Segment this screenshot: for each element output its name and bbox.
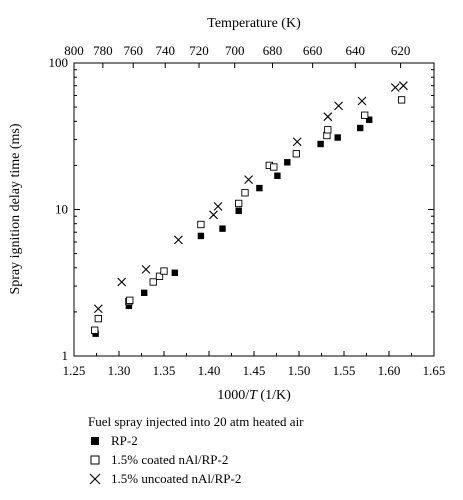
top-tick-label: 620 — [391, 43, 411, 58]
x-tick-label: 1.65 — [423, 363, 446, 378]
point-uncoated — [93, 304, 103, 314]
point-coated — [160, 267, 168, 275]
top-tick-label: 760 — [123, 43, 143, 58]
point-coated — [149, 278, 157, 286]
point-coated — [324, 126, 332, 134]
point-uncoated — [292, 137, 302, 147]
point-uncoated — [399, 81, 408, 91]
point-uncoated — [209, 210, 218, 220]
data-points — [91, 81, 408, 337]
point-rp2 — [366, 116, 373, 123]
point-uncoated — [323, 112, 333, 122]
point-coated — [241, 189, 249, 197]
point-coated — [91, 326, 99, 334]
x-axis-title-part-1: 1000/ — [217, 388, 249, 403]
point-coated — [292, 150, 300, 158]
plot-frame — [73, 62, 435, 357]
point-uncoated — [213, 202, 223, 211]
x-tick-label: 1.35 — [153, 363, 176, 378]
x-tick-label: 1.40 — [198, 363, 221, 378]
point-rp2 — [274, 172, 281, 179]
point-rp2 — [171, 269, 178, 276]
top-tick-label: 640 — [346, 43, 366, 58]
point-rp2 — [141, 289, 148, 297]
point-uncoated — [117, 277, 127, 287]
legend-label-rp2: RP-2 — [111, 433, 138, 448]
top-tick-label: 740 — [155, 43, 175, 58]
x-tick-label: 1.30 — [108, 363, 131, 378]
point-rp2 — [219, 225, 226, 232]
y-axis-ticks: 1 10 100 — [49, 55, 434, 363]
point-coated — [126, 296, 134, 304]
filled-square-icon — [91, 436, 99, 445]
x-tick-label: 1.50 — [288, 363, 311, 378]
top-tick-label: 720 — [189, 43, 209, 58]
point-coated — [94, 314, 102, 323]
point-uncoated — [357, 96, 367, 106]
point-rp2 — [235, 207, 242, 214]
point-uncoated — [174, 235, 183, 245]
point-uncoated — [244, 175, 253, 184]
x-axis-title-part-3: (1/K) — [257, 388, 291, 403]
x-axis-title: 1000/T (1/K) — [217, 388, 291, 403]
point-coated — [155, 272, 164, 280]
top-tick-label: 780 — [93, 43, 113, 58]
legend-label-coated: 1.5% coated nAl/RP-2 — [111, 452, 229, 467]
point-rp2 — [256, 184, 263, 192]
top-axis-ticks: 800 780 760 740 720 700 680 660 640 620 — [64, 43, 410, 68]
y-axis-title: Spray ignition delay time (ms) — [8, 123, 23, 294]
top-tick-label: 680 — [263, 43, 283, 58]
top-tick-label: 800 — [64, 43, 84, 58]
top-tick-label: 700 — [225, 43, 245, 58]
y-tick-label: 10 — [55, 202, 68, 217]
point-rp2 — [125, 302, 133, 310]
x-tick-label: 1.45 — [243, 363, 266, 378]
legend-title: Fuel spray injected into 20 atm heated a… — [88, 414, 304, 429]
top-axis-title: Temperature (K) — [207, 16, 301, 31]
x-marker-icon — [89, 473, 101, 484]
x-tick-label: 1.60 — [378, 363, 401, 378]
point-uncoated — [390, 83, 400, 92]
point-coated — [197, 220, 205, 229]
top-tick-label: 660 — [303, 43, 323, 58]
point-coated — [361, 111, 369, 119]
point-rp2 — [284, 159, 291, 166]
x-tick-label: 1.55 — [333, 363, 356, 378]
point-rp2 — [334, 134, 341, 141]
point-uncoated — [141, 265, 151, 274]
legend: Fuel spray injected into 20 atm heated a… — [88, 412, 304, 488]
point-rp2 — [317, 140, 324, 148]
point-coated — [270, 163, 278, 171]
x-axis-title-var: T — [249, 388, 258, 403]
legend-label-uncoated: 1.5% uncoated nAl/RP-2 — [111, 471, 242, 486]
point-rp2 — [197, 232, 205, 240]
y-tick-label: 1 — [62, 348, 69, 363]
point-rp2 — [357, 124, 364, 132]
point-uncoated — [334, 101, 343, 111]
point-coated — [397, 96, 406, 104]
point-coated — [235, 199, 243, 208]
legend-entry-coated: 1.5% coated nAl/RP-2 — [88, 450, 304, 469]
open-square-icon — [90, 455, 100, 464]
y-tick-label: 100 — [49, 55, 69, 70]
x-tick-label: 1.25 — [63, 363, 86, 378]
legend-entry-rp2: RP-2 — [88, 431, 304, 450]
legend-entry-uncoated: 1.5% uncoated nAl/RP-2 — [88, 469, 304, 488]
x-axis-ticks: 1.25 1.30 1.35 1.40 1.45 1.50 1.55 1.60 1.65 — [63, 351, 446, 378]
